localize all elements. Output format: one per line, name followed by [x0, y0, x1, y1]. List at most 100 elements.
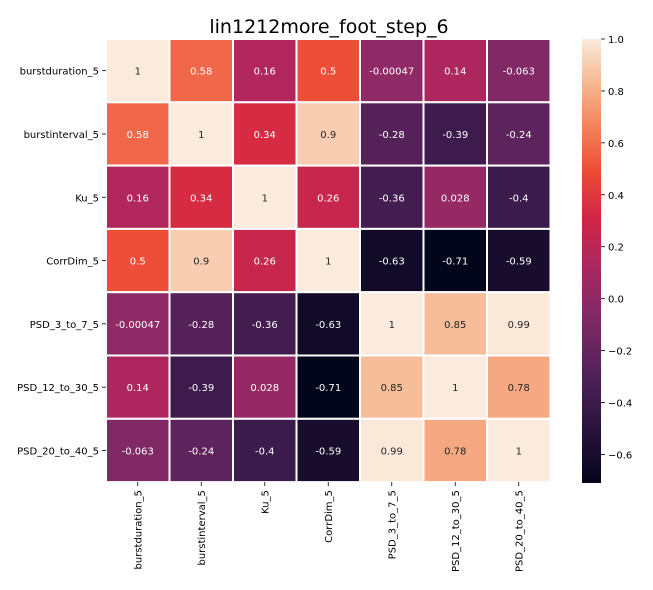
heatmap-cell: [422, 164, 488, 230]
cell-annotation: -0.59: [506, 257, 532, 268]
cell-annotation: 0.99: [508, 320, 530, 331]
heatmap-cells: [105, 38, 552, 484]
colorbar-ticks: 1.0 0.8 0.6 0.4 0.2 0.0 −0.2 −0.4 −0.6: [601, 35, 632, 461]
cell-annotation: 0.58: [190, 67, 212, 78]
cell-annotation: -0.39: [442, 130, 468, 141]
cell-annotation: 0.99: [381, 446, 403, 457]
cell-annotation: -0.24: [188, 446, 214, 457]
heatmap-cell: [422, 227, 488, 294]
colorbar-tick-label: −0.6: [608, 450, 632, 461]
colorbar-tick-label: 0.8: [608, 87, 624, 98]
colorbar-tick-label: −0.4: [608, 399, 632, 410]
heatmap-cell: [232, 291, 298, 357]
cell-annotation: 0.34: [190, 193, 212, 204]
cell-annotation: -0.063: [503, 67, 535, 78]
cell-annotation: -0.36: [252, 320, 278, 331]
cell-annotation: -0.28: [188, 320, 214, 331]
cell-annotation: -0.59: [315, 446, 341, 457]
cell-annotation: 1: [516, 446, 522, 457]
cell-annotation: 1: [198, 130, 204, 141]
cell-annotation: -0.71: [315, 383, 341, 394]
cell-annotation: -0.063: [122, 446, 154, 457]
cell-annotation: 0.5: [130, 257, 146, 268]
cell-annotation: -0.24: [506, 130, 532, 141]
y-tick-label: burstduration_5: [20, 67, 99, 78]
cell-annotation: 0.16: [254, 67, 276, 78]
heatmap-cell: [232, 164, 298, 230]
cell-annotation: -0.63: [315, 320, 341, 331]
x-tick-label: Ku_5: [261, 490, 272, 514]
cell-annotation: 0.14: [444, 67, 466, 78]
heatmap-cell: [295, 417, 361, 484]
cell-annotation: 1: [325, 257, 331, 268]
chart-title: lin1212more_foot_step_6: [209, 16, 448, 38]
heatmap-cell: [232, 101, 298, 167]
cell-annotation: 1: [262, 193, 268, 204]
heatmap-cell: [168, 227, 234, 294]
cell-annotation: 0.78: [444, 446, 466, 457]
cell-annotation: -0.63: [379, 257, 405, 268]
cell-annotation: 0.028: [441, 193, 470, 204]
x-tick-label: PSD_20_to_40_5: [515, 490, 526, 572]
cell-annotation: -0.00047: [115, 320, 160, 331]
heatmap-cell: [105, 291, 171, 357]
y-tick-label: PSD_12_to_30_5: [17, 383, 99, 394]
heatmap-cell: [486, 164, 552, 230]
y-tick-label: burstinterval_5: [24, 130, 99, 141]
heatmap-cell: [168, 354, 234, 420]
cell-annotation: 0.85: [381, 383, 403, 394]
y-tick-label: PSD_3_to_7_5: [30, 320, 99, 331]
cell-annotation: 0.85: [444, 320, 466, 331]
heatmap-cell: [422, 38, 488, 104]
cell-annotation: -0.4: [255, 446, 275, 457]
cell-annotation: 0.5: [320, 67, 336, 78]
cell-annotation: 1: [135, 67, 141, 78]
colorbar-tick-label: 0.4: [608, 191, 624, 202]
x-axis-ticks: burstduration_5 burstinterval_5 Ku_5 CorrDi…: [134, 482, 526, 572]
cell-annotation: -0.71: [442, 257, 468, 268]
cell-annotation: 0.028: [250, 383, 279, 394]
cell-annotation: 1: [452, 383, 458, 394]
cell-annotation: 0.16: [127, 193, 149, 204]
colorbar-bar: [582, 39, 601, 483]
cell-annotation: -0.39: [188, 383, 214, 394]
heatmap-cell: [105, 354, 171, 420]
y-tick-label: CorrDim_5: [46, 257, 99, 268]
cell-annotation: 0.14: [127, 383, 149, 394]
cell-annotation: 0.9: [193, 257, 209, 268]
y-tick-label: PSD_20_to_40_5: [17, 446, 99, 457]
cell-annotation: 0.58: [127, 130, 149, 141]
heatmap-cell: [168, 164, 234, 230]
cell-annotation: -0.36: [379, 193, 405, 204]
heatmap-cell: [105, 227, 171, 294]
heatmap-cell: [486, 101, 552, 167]
heatmap-cell: [232, 417, 298, 484]
cell-annotation: -0.4: [509, 193, 529, 204]
cell-annotations: 1 0.58 0.16 0.5 -0.00047 0.14 -0.063 0.58 1 0.34 0…: [115, 67, 535, 458]
heatmap-cell: [422, 417, 488, 484]
colorbar: [582, 39, 601, 483]
colorbar-tick-label: 0.2: [608, 243, 624, 254]
heatmap-cell: [486, 354, 552, 420]
cell-annotation: 0.26: [317, 193, 339, 204]
colorbar-tick-label: 1.0: [608, 35, 624, 46]
cell-annotation: -0.28: [379, 130, 405, 141]
colorbar-tick-label: 0.6: [608, 139, 624, 150]
y-tick-label: Ku_5: [75, 193, 99, 204]
y-axis-ticks: burstduration_5 burstinterval_5 Ku_5 CorrDi…: [17, 67, 106, 457]
x-tick-label: PSD_12_to_30_5: [451, 490, 462, 572]
cell-annotation: 0.9: [320, 130, 336, 141]
cell-annotation: 1: [389, 320, 395, 331]
cell-annotation: 0.34: [254, 130, 276, 141]
heatmap-cell: [486, 417, 552, 484]
x-tick-label: CorrDim_5: [324, 490, 335, 543]
colorbar-tick-label: 0.0: [608, 295, 624, 306]
heatmap-cell: [359, 101, 425, 167]
cell-annotation: -0.00047: [369, 67, 414, 78]
colorbar-tick-label: −0.2: [608, 347, 632, 358]
cell-annotation: 0.78: [508, 383, 530, 394]
heatmap-cell: [168, 38, 234, 104]
cell-annotation: 0.26: [254, 257, 276, 268]
x-tick-label: burstinterval_5: [197, 490, 208, 565]
